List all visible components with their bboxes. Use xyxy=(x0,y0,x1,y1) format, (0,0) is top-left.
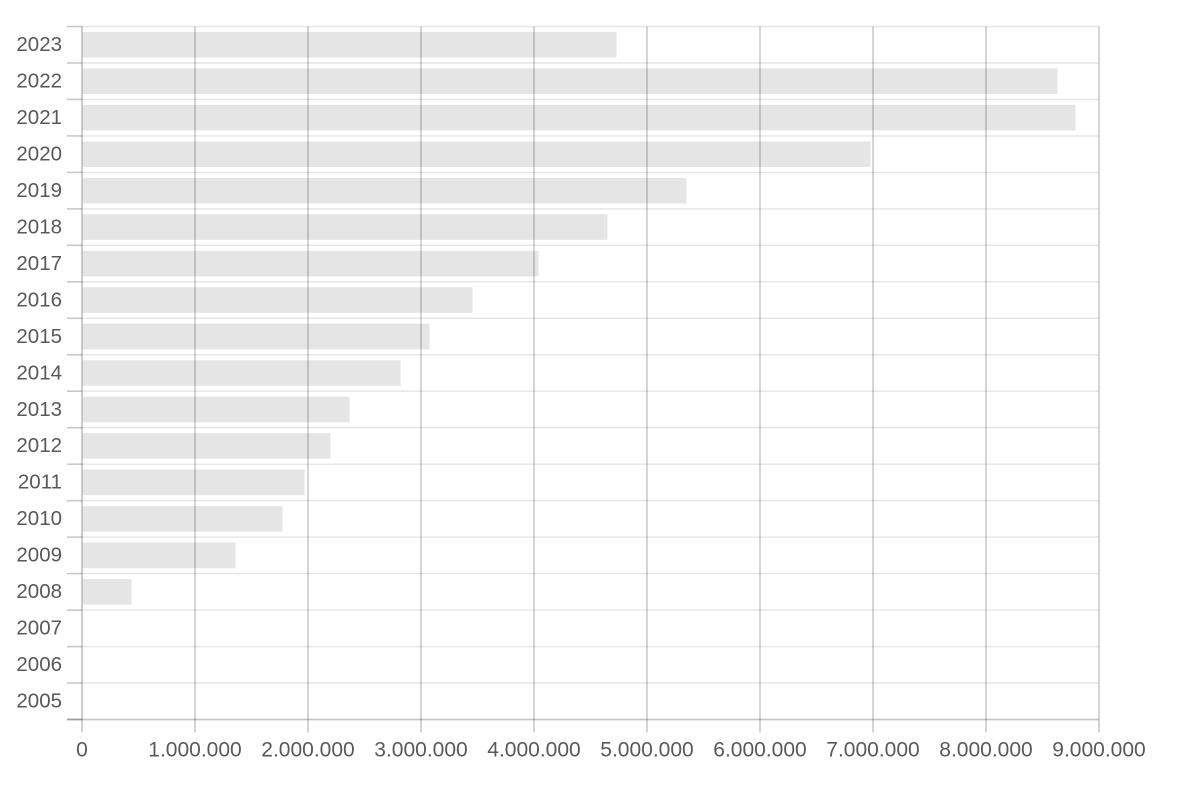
svg-text:2011: 2011 xyxy=(18,471,62,494)
svg-text:5.000.000: 5.000.000 xyxy=(600,739,693,762)
svg-text:6.000.000: 6.000.000 xyxy=(713,739,806,762)
svg-text:2015: 2015 xyxy=(16,325,62,348)
svg-text:2009: 2009 xyxy=(16,544,62,567)
svg-text:2006: 2006 xyxy=(16,653,62,676)
svg-text:2019: 2019 xyxy=(16,179,62,202)
svg-text:2023: 2023 xyxy=(16,33,62,56)
svg-text:2007: 2007 xyxy=(16,617,62,640)
svg-text:2012: 2012 xyxy=(16,434,62,457)
svg-text:2005: 2005 xyxy=(16,690,62,713)
svg-text:2017: 2017 xyxy=(16,252,62,275)
svg-text:7.000.000: 7.000.000 xyxy=(826,739,919,762)
svg-text:4.000.000: 4.000.000 xyxy=(487,739,580,762)
svg-text:8.000.000: 8.000.000 xyxy=(939,739,1032,762)
svg-text:2008: 2008 xyxy=(16,580,62,603)
svg-text:0: 0 xyxy=(76,739,88,762)
svg-text:2021: 2021 xyxy=(16,106,62,129)
svg-text:1.000.000: 1.000.000 xyxy=(148,739,241,762)
svg-text:2013: 2013 xyxy=(16,398,62,421)
svg-text:3.000.000: 3.000.000 xyxy=(374,739,467,762)
svg-text:2010: 2010 xyxy=(16,507,62,530)
svg-text:2018: 2018 xyxy=(16,215,62,238)
svg-text:2020: 2020 xyxy=(16,143,62,166)
svg-text:2016: 2016 xyxy=(16,288,62,311)
svg-text:2.000.000: 2.000.000 xyxy=(261,739,354,762)
svg-text:2014: 2014 xyxy=(16,361,62,384)
svg-text:2022: 2022 xyxy=(16,70,62,93)
svg-text:9.000.000: 9.000.000 xyxy=(1052,739,1145,762)
